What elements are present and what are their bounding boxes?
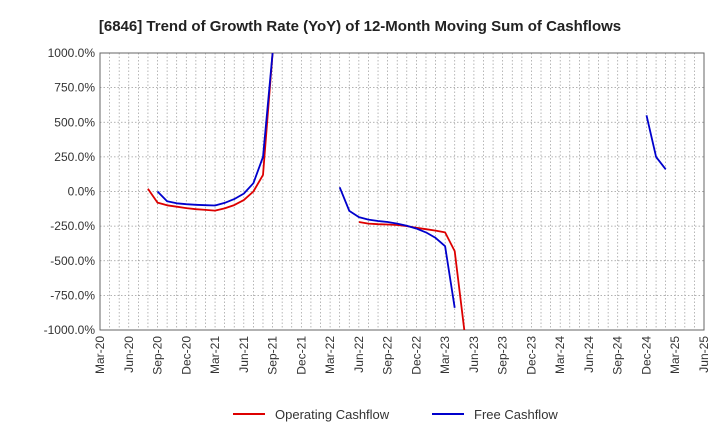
chart-title: [6846] Trend of Growth Rate (YoY) of 12-… (99, 18, 621, 35)
series-line-operating-cashflow (147, 53, 274, 212)
y-tick-label: -250.0% (50, 219, 95, 233)
y-tick-label: -1000.0% (44, 323, 96, 337)
series-line-free-cashflow (645, 115, 667, 170)
x-tick-label: Mar-20 (93, 336, 107, 374)
x-tick-label: Jun-21 (237, 336, 251, 373)
x-axis: Mar-20 Jun-20 Sep-20 Dec-20 Mar-21 Jun-21 Sep-… (93, 336, 711, 375)
x-tick-label: Sep-22 (381, 336, 395, 375)
legend: Operating Cashflow Free Cashflow (233, 407, 558, 422)
x-tick-label: Jun-22 (352, 336, 366, 373)
y-tick-label: -500.0% (50, 254, 95, 268)
legend-label: Free Cashflow (474, 407, 558, 422)
x-tick-label: Mar-25 (668, 336, 682, 374)
y-tick-label: 1000.0% (48, 46, 96, 60)
x-tick-label: Sep-23 (496, 336, 510, 375)
x-tick-label: Mar-24 (553, 336, 567, 374)
x-tick-label: Jun-24 (582, 336, 596, 373)
x-tick-label: Jun-20 (122, 336, 136, 373)
y-tick-label: 750.0% (54, 81, 95, 95)
x-tick-label: Sep-24 (611, 336, 625, 375)
x-tick-label: Dec-23 (524, 336, 538, 375)
x-tick-label: Jun-25 (697, 336, 711, 373)
y-tick-label: 500.0% (54, 115, 95, 129)
x-tick-label: Sep-21 (266, 336, 280, 375)
y-axis: 1000.0% 750.0% 500.0% 250.0% 0.0% -250.0% -500… (44, 46, 96, 337)
x-tick-label: Dec-24 (639, 336, 653, 375)
legend-label: Operating Cashflow (275, 407, 390, 422)
y-tick-label: 0.0% (68, 185, 96, 199)
x-tick-label: Dec-20 (179, 336, 193, 375)
series-lines (147, 53, 667, 330)
y-tick-label: -750.0% (50, 288, 95, 302)
x-tick-label: Dec-22 (409, 336, 423, 375)
x-tick-label: Jun-23 (467, 336, 481, 373)
x-tick-label: Sep-20 (151, 336, 165, 375)
x-tick-label: Mar-21 (208, 336, 222, 374)
series-line-free-cashflow (338, 186, 456, 308)
x-tick-label: Mar-22 (323, 336, 337, 374)
series-line-free-cashflow (156, 53, 274, 207)
x-tick-label: Mar-23 (438, 336, 452, 374)
plot-frame (99, 52, 705, 331)
x-tick-label: Dec-21 (294, 336, 308, 375)
y-tick-label: 250.0% (54, 150, 95, 164)
